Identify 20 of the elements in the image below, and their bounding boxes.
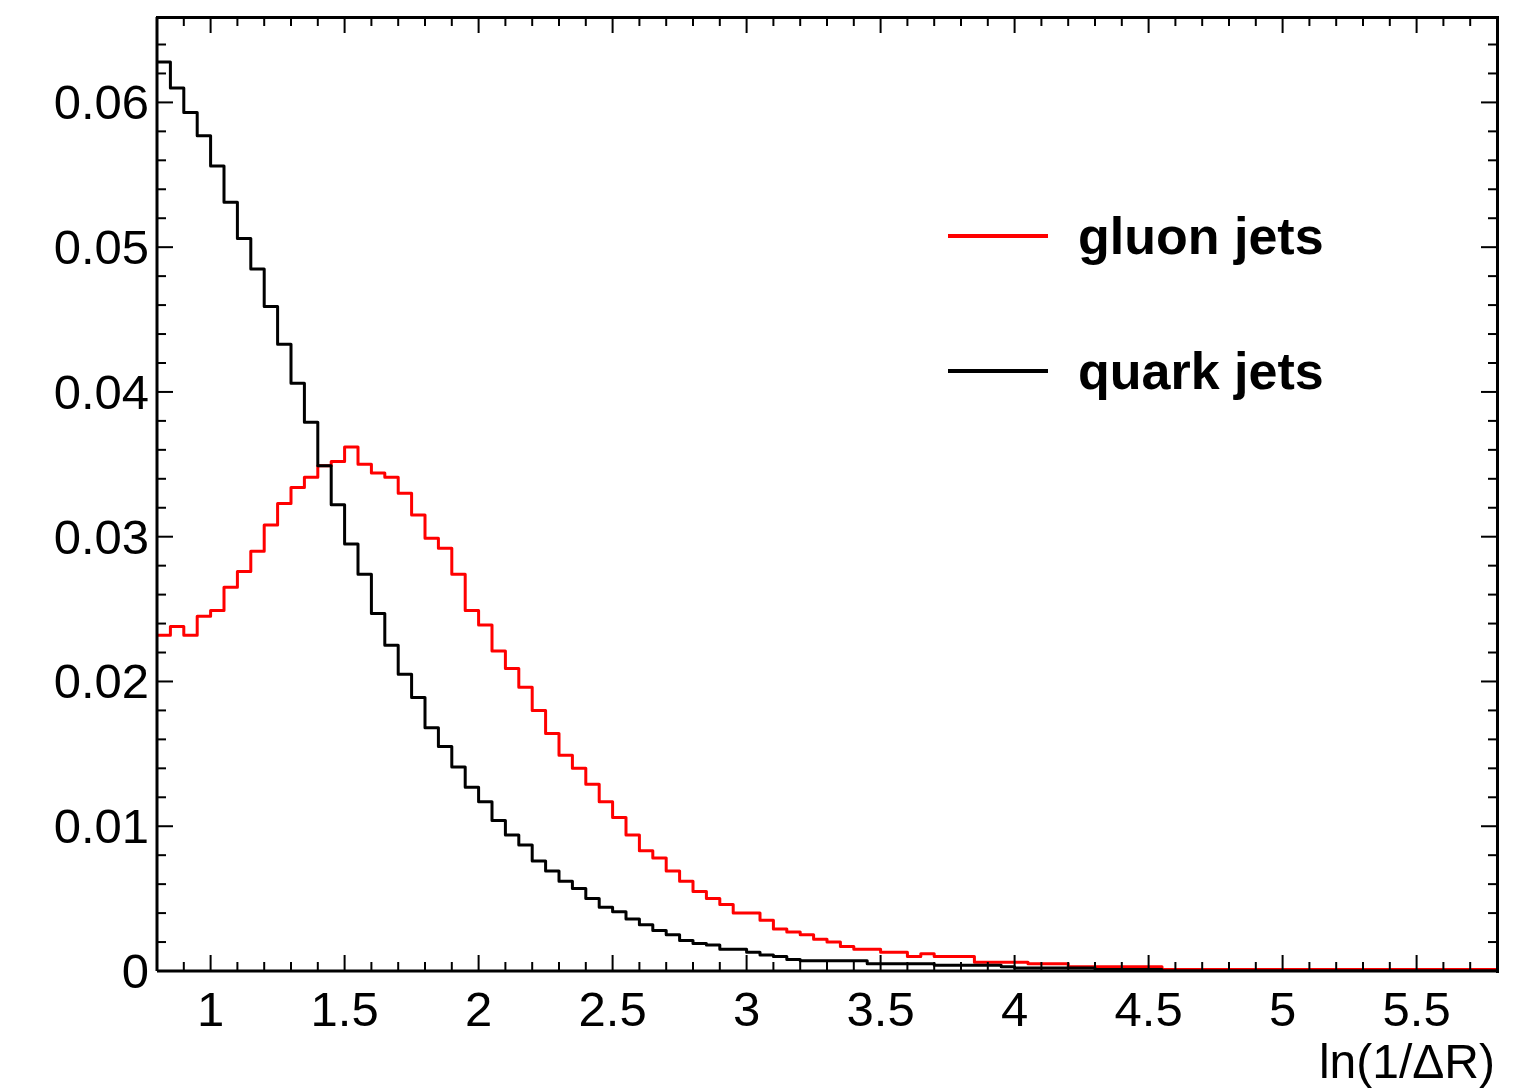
x-tick-label: 5.5 xyxy=(1382,982,1451,1036)
x-tick-label: 1.5 xyxy=(310,982,379,1036)
x-tick-label: 1 xyxy=(196,982,225,1036)
y-tick-label: 0 xyxy=(121,944,149,998)
legend-label: quark jets xyxy=(1078,340,1324,401)
y-tick-label: 0.02 xyxy=(53,654,149,709)
x-tick-label: 3.5 xyxy=(846,982,915,1036)
x-tick-label: 5 xyxy=(1268,982,1297,1036)
legend-label: gluon jets xyxy=(1078,205,1324,266)
x-axis-title: ln(1/ΔR) xyxy=(1318,1035,1495,1088)
y-tick-label: 0.04 xyxy=(53,364,149,419)
x-tick-label: 2 xyxy=(464,982,493,1036)
x-tick-label: 4.5 xyxy=(1114,982,1183,1036)
y-tick-label: 0.03 xyxy=(53,509,149,564)
y-tick-label: 0.01 xyxy=(53,799,149,854)
x-tick-label: 2.5 xyxy=(578,982,647,1036)
x-tick-label: 3 xyxy=(732,982,761,1036)
x-tick-label: 4 xyxy=(1000,982,1029,1036)
y-tick-label: 0.05 xyxy=(53,220,149,275)
y-tick-label: 0.06 xyxy=(53,75,149,130)
